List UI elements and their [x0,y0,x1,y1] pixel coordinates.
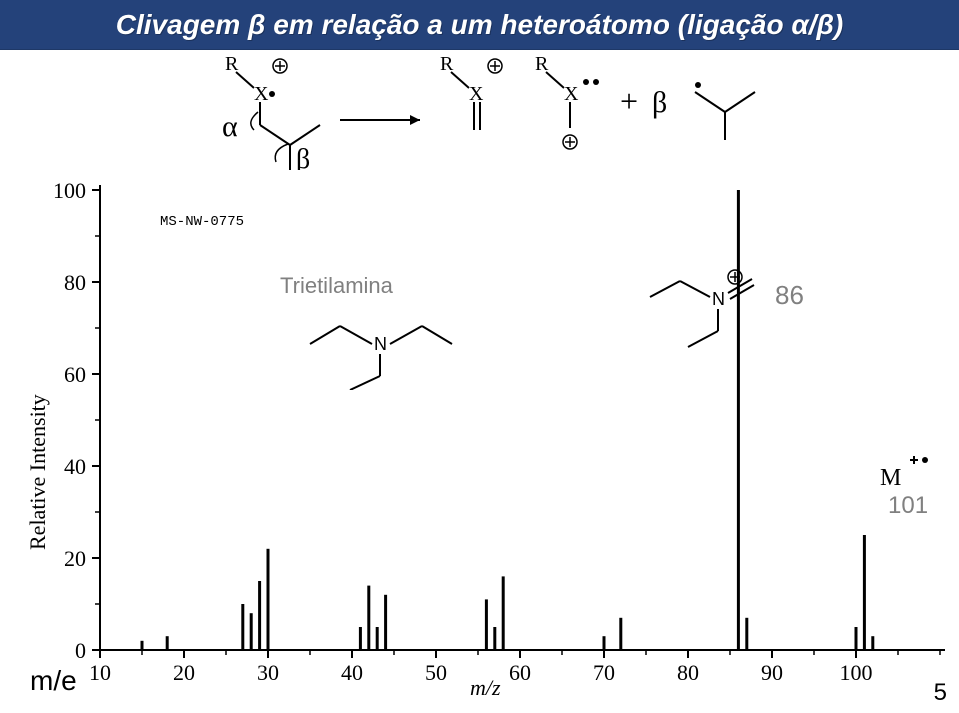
fragment-86-structure: N [640,265,760,355]
spectrum-peak [141,641,144,650]
page-title: Clivagem β em relação a um heteroátomo (… [116,9,843,41]
x-axis-label-center: m/z [470,675,501,701]
spectrum-peak [855,627,858,650]
svg-text:MS-NW-0775: MS-NW-0775 [160,214,244,230]
product-cation: R X [440,53,502,130]
spectrum-peak [737,190,740,650]
spectrum-peak [871,636,874,650]
molecular-ion-label: M [880,465,901,492]
triethylamine-structure: N [300,310,460,390]
reactant-fragment: R X α β [222,53,320,170]
svg-text:N: N [712,289,725,309]
spectrum-peak [863,535,866,650]
svg-text:60: 60 [64,362,86,387]
label-X1: X [254,83,269,105]
svg-text:80: 80 [677,660,699,685]
svg-text:40: 40 [64,454,86,479]
alpha-label: α [222,110,238,143]
spectrum-peak [384,595,387,650]
reaction-scheme: R X α β [0,50,959,170]
spectrum-peak [267,549,270,650]
svg-text:40: 40 [341,660,363,685]
spectrum-peak [745,618,748,650]
compound-label: Trietilamina [280,273,393,299]
mass-spectrum: Relative Intensity 020406080100102030405… [0,170,959,713]
svg-text:70: 70 [593,660,615,685]
spectrum-peak [359,627,362,650]
spectrum-peak [485,599,488,650]
beta-radical-fragment: β [652,82,755,140]
spectrum-peak [502,576,505,650]
svg-text:100: 100 [840,660,873,685]
svg-text:30: 30 [257,660,279,685]
spectrum-peak [241,604,244,650]
svg-text:50: 50 [425,660,447,685]
product-radical: R X [535,53,599,149]
spectrum-peak [250,613,253,650]
beta-right-label: β [652,86,667,119]
label-X3: X [564,83,579,105]
spectrum-peak [258,581,261,650]
svg-text:90: 90 [761,660,783,685]
spectrum-peak [166,636,169,650]
page-number: 5 [934,679,947,707]
spectrum-peak [493,627,496,650]
spectrum-peak [603,636,606,650]
label-X2: X [469,83,484,105]
svg-text:20: 20 [64,546,86,571]
spectrum-peak [376,627,379,650]
svg-text:20: 20 [173,660,195,685]
spectrum-peak [619,618,622,650]
svg-text:60: 60 [509,660,531,685]
peak-101-label: 101 [888,492,928,520]
title-band: Clivagem β em relação a um heteroátomo (… [0,0,959,50]
beta-low-label: β [296,144,310,170]
plus-sign: + [620,83,638,119]
spectrum-peak [367,586,370,650]
peak-86-label: 86 [775,280,804,311]
svg-text:0: 0 [75,638,86,663]
x-axis-label-left: m/e [30,665,77,697]
svg-text:10: 10 [89,660,111,685]
svg-text:N: N [374,334,387,354]
reaction-arrow [340,115,420,125]
svg-text:100: 100 [53,178,86,203]
svg-text:80: 80 [64,270,86,295]
